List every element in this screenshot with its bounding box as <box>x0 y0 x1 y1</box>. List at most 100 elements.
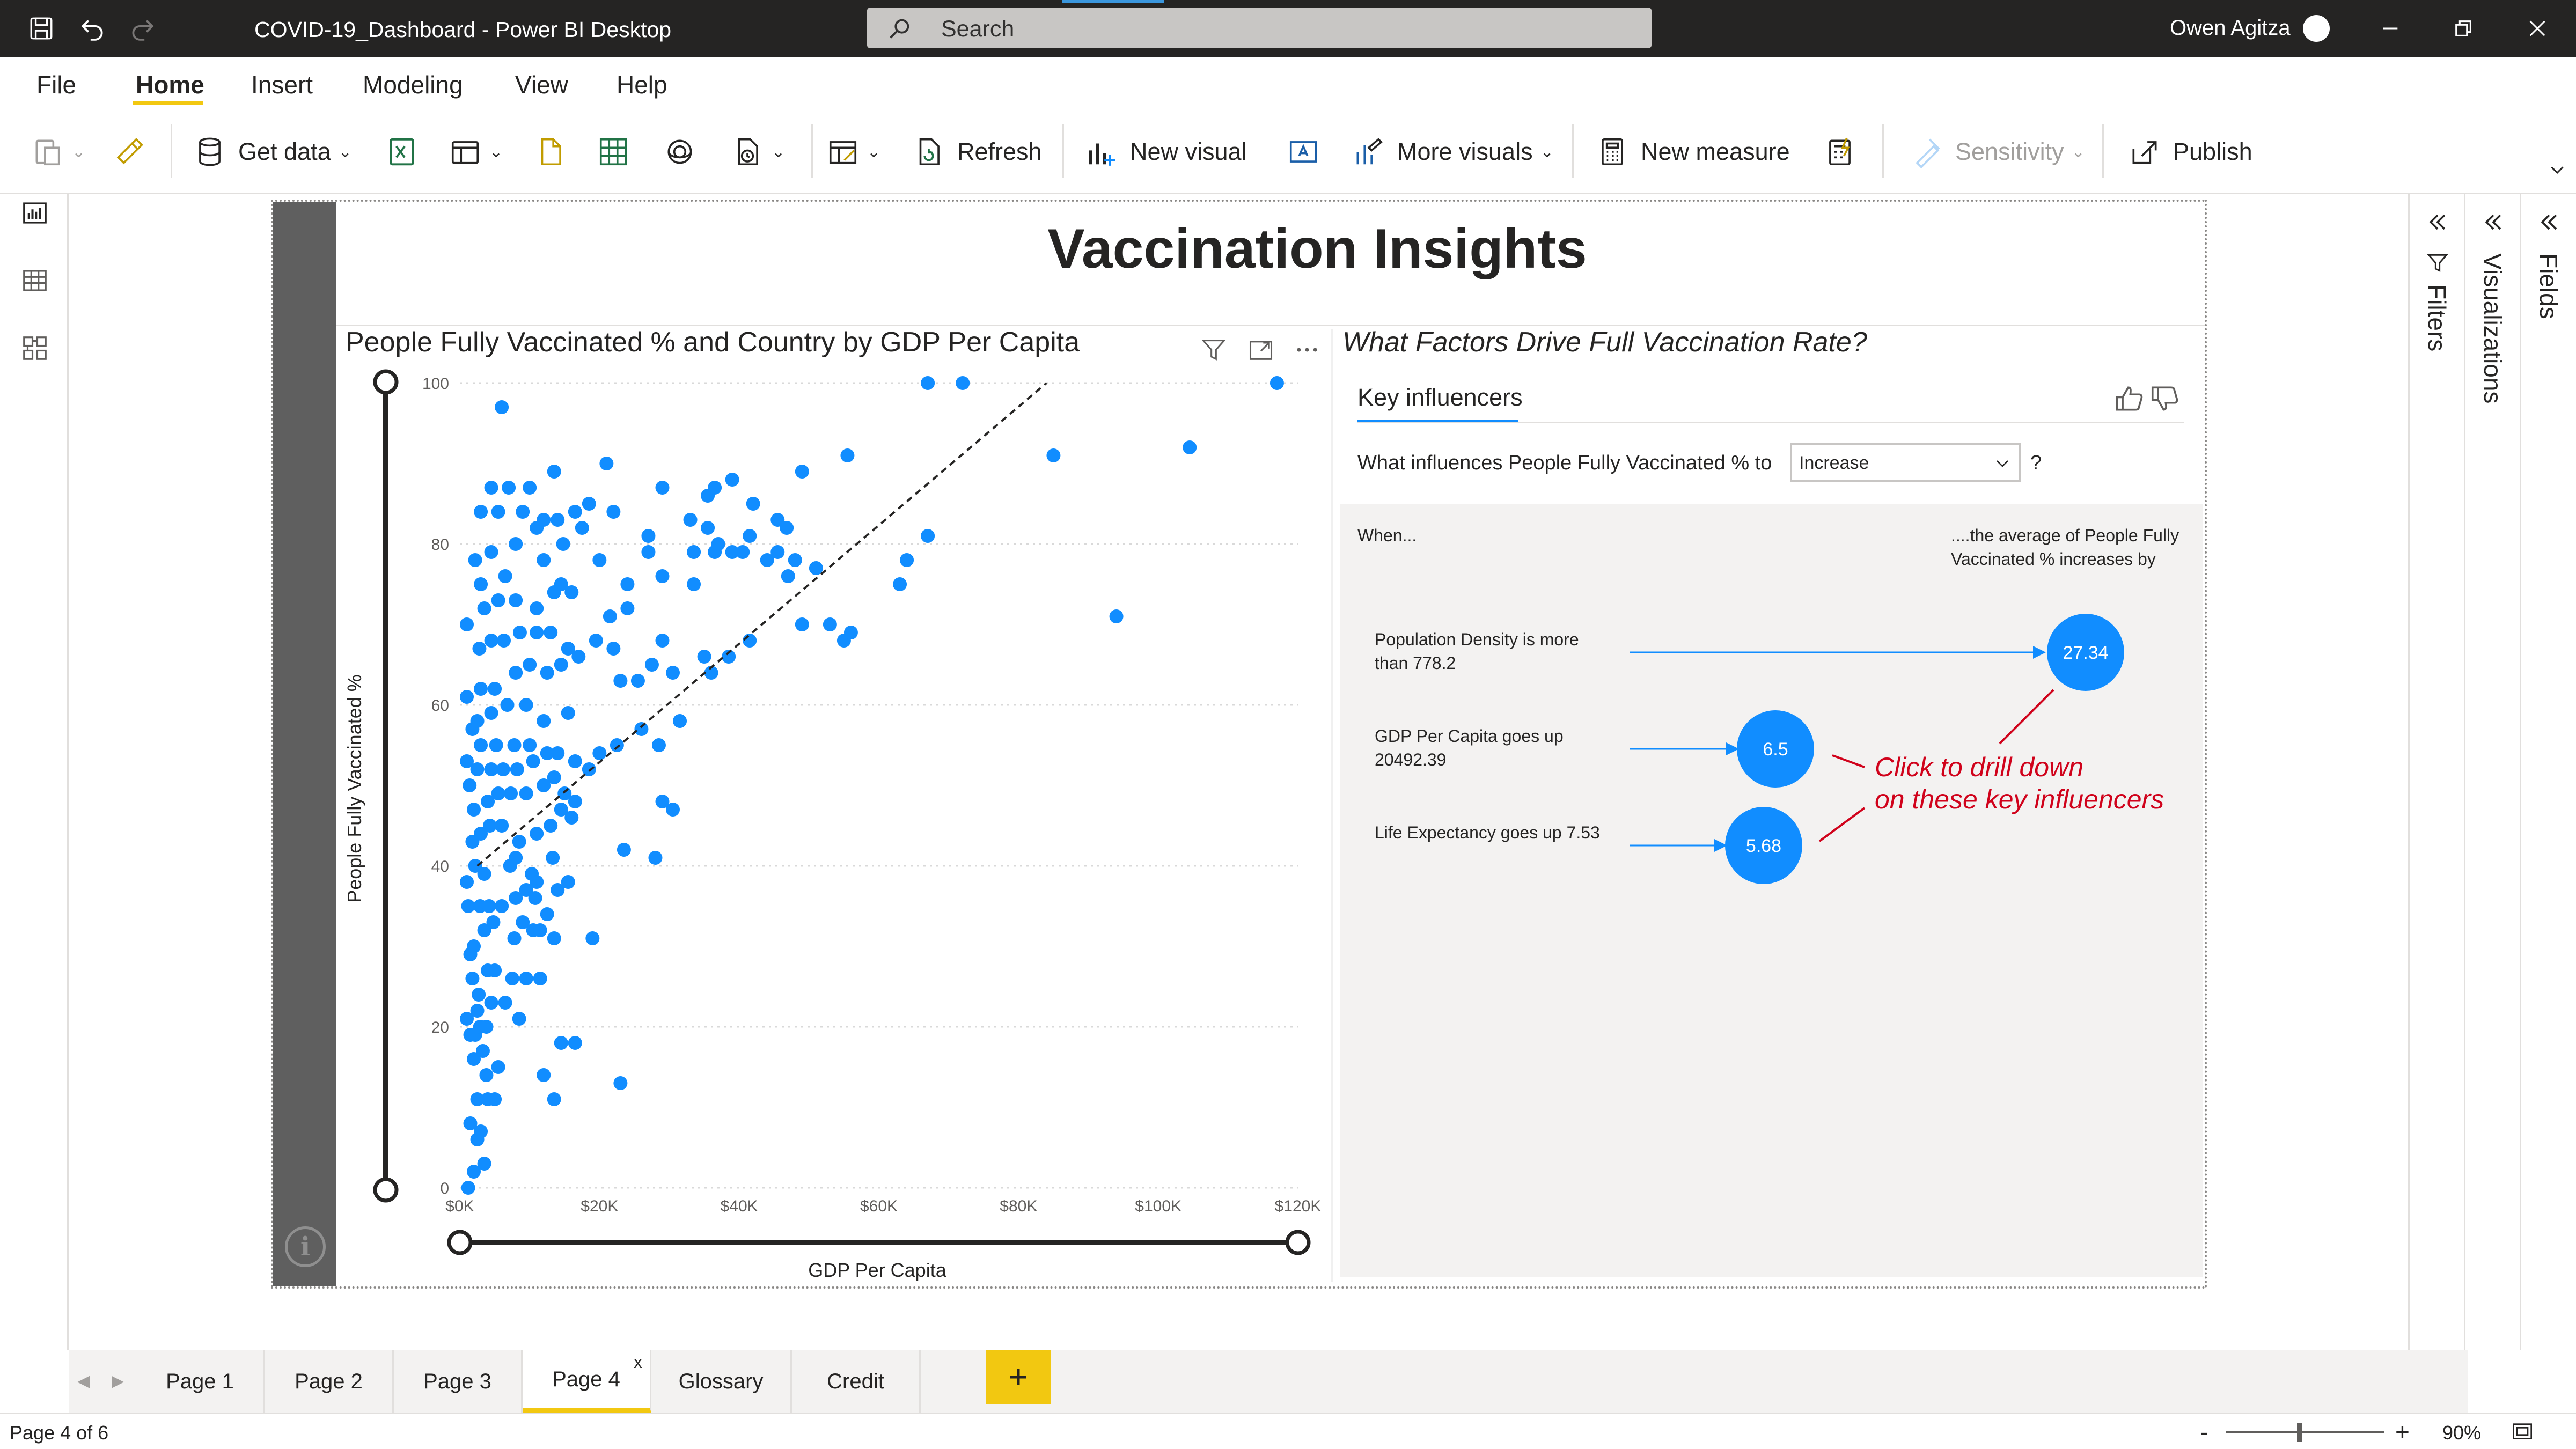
data-point[interactable] <box>592 746 607 760</box>
data-point[interactable] <box>900 553 914 567</box>
page-tab[interactable]: Credit <box>792 1350 921 1413</box>
data-point[interactable] <box>893 577 907 591</box>
data-point[interactable] <box>460 1012 474 1026</box>
more-options-icon[interactable] <box>1291 334 1323 366</box>
data-point[interactable] <box>474 1124 488 1138</box>
zoom-out-button[interactable]: - <box>2200 1418 2208 1446</box>
publish-button[interactable]: Publish <box>2128 128 2252 176</box>
data-point[interactable] <box>460 754 474 768</box>
data-point[interactable] <box>477 601 491 615</box>
data-point[interactable] <box>510 762 524 776</box>
data-point[interactable] <box>530 626 544 639</box>
data-point[interactable] <box>502 481 516 495</box>
close-icon[interactable] <box>2513 10 2562 47</box>
data-point[interactable] <box>1109 609 1124 623</box>
page-tab[interactable]: Glossary <box>651 1350 792 1413</box>
search-box[interactable]: Search <box>867 8 1652 48</box>
data-point[interactable] <box>743 634 757 648</box>
data-point[interactable] <box>496 762 510 776</box>
data-point[interactable] <box>495 400 509 414</box>
data-point[interactable] <box>474 738 488 752</box>
data-point[interactable] <box>507 738 522 752</box>
excel-button[interactable] <box>385 128 419 176</box>
y-zoom-slider[interactable] <box>373 369 399 1203</box>
new-visual-button[interactable]: New visual <box>1085 128 1247 176</box>
data-point[interactable] <box>523 738 537 752</box>
data-point[interactable] <box>1269 376 1284 390</box>
data-point[interactable] <box>781 569 795 583</box>
data-point[interactable] <box>554 803 568 817</box>
expand-fields-icon[interactable] <box>2533 206 2565 238</box>
influence-direction-dropdown[interactable]: Increase <box>1790 443 2021 482</box>
data-point[interactable] <box>1046 448 1061 462</box>
data-point[interactable] <box>486 915 501 929</box>
data-point[interactable] <box>498 569 512 583</box>
format-painter-button[interactable] <box>113 128 146 176</box>
data-point[interactable] <box>599 457 614 470</box>
data-point[interactable] <box>655 569 670 583</box>
new-measure-button[interactable]: New measure <box>1596 128 1790 176</box>
data-point[interactable] <box>725 473 739 487</box>
data-point[interactable] <box>474 577 488 591</box>
data-point[interactable] <box>484 481 498 495</box>
dataverse-icon-button[interactable] <box>663 128 696 176</box>
influencer-factor-label[interactable]: GDP Per Capita goes up 20492.39 <box>1375 726 1564 769</box>
data-point[interactable] <box>509 537 523 551</box>
data-point[interactable] <box>465 972 480 985</box>
data-point[interactable] <box>481 795 495 808</box>
data-point[interactable] <box>505 972 519 985</box>
data-point[interactable] <box>537 513 551 527</box>
menu-file[interactable]: File <box>36 71 77 99</box>
data-point[interactable] <box>547 931 561 945</box>
save-icon[interactable] <box>24 11 59 46</box>
data-point[interactable] <box>463 778 477 792</box>
thumbs-down-icon[interactable] <box>2148 382 2182 415</box>
data-point[interactable] <box>477 1157 491 1171</box>
close-page-icon[interactable]: x <box>634 1352 642 1372</box>
data-point[interactable] <box>495 819 509 833</box>
zoom-slider-thumb[interactable] <box>2297 1423 2303 1442</box>
data-point[interactable] <box>613 1076 628 1090</box>
data-point[interactable] <box>606 642 621 656</box>
fields-pane[interactable]: Fields <box>2520 194 2576 1350</box>
data-point[interactable] <box>540 907 554 921</box>
data-point[interactable] <box>788 553 802 567</box>
data-point[interactable] <box>512 1012 526 1026</box>
data-point[interactable] <box>655 634 670 648</box>
scatter-chart[interactable]: 0 20 40 60 80 100 $0K $20K $40K $60K $80K $100K $12… <box>336 359 1334 1293</box>
data-point[interactable] <box>704 666 718 680</box>
data-point[interactable] <box>488 1092 502 1106</box>
data-point[interactable] <box>743 529 757 543</box>
data-point[interactable] <box>770 513 785 527</box>
data-point[interactable] <box>564 811 579 825</box>
page-tab-active[interactable]: Page 4 x <box>523 1350 651 1413</box>
dataverse-button[interactable]: ⌄ <box>449 128 503 176</box>
data-point[interactable] <box>463 1116 478 1130</box>
data-point[interactable] <box>620 601 635 615</box>
get-data-button[interactable]: Get data ⌄ <box>193 128 352 176</box>
data-point[interactable] <box>592 553 607 567</box>
influencer-bubble[interactable] <box>1737 710 1814 788</box>
expand-visualizations-icon[interactable] <box>2477 206 2509 238</box>
data-point[interactable] <box>711 537 725 551</box>
data-point[interactable] <box>568 505 582 519</box>
data-point[interactable] <box>504 786 518 800</box>
data-point[interactable] <box>697 650 711 664</box>
visualizations-pane[interactable]: Visualizations <box>2464 194 2520 1350</box>
user-name[interactable]: Owen Agitza <box>2170 16 2291 40</box>
add-page-button[interactable] <box>986 1350 1051 1404</box>
data-point[interactable] <box>617 843 631 857</box>
data-point[interactable] <box>666 666 680 680</box>
data-point[interactable] <box>556 537 570 551</box>
transform-data-button[interactable]: ⌄ <box>826 128 880 176</box>
data-point[interactable] <box>491 505 505 519</box>
avatar[interactable] <box>2303 15 2330 42</box>
influencer-bubble[interactable] <box>2047 614 2124 691</box>
recent-sources-button[interactable]: ⌄ <box>731 128 785 176</box>
data-point[interactable] <box>673 714 687 728</box>
data-point[interactable] <box>551 883 565 897</box>
data-point[interactable] <box>554 577 568 591</box>
data-point[interactable] <box>701 521 715 535</box>
data-point[interactable] <box>582 497 596 511</box>
data-point[interactable] <box>561 875 575 889</box>
